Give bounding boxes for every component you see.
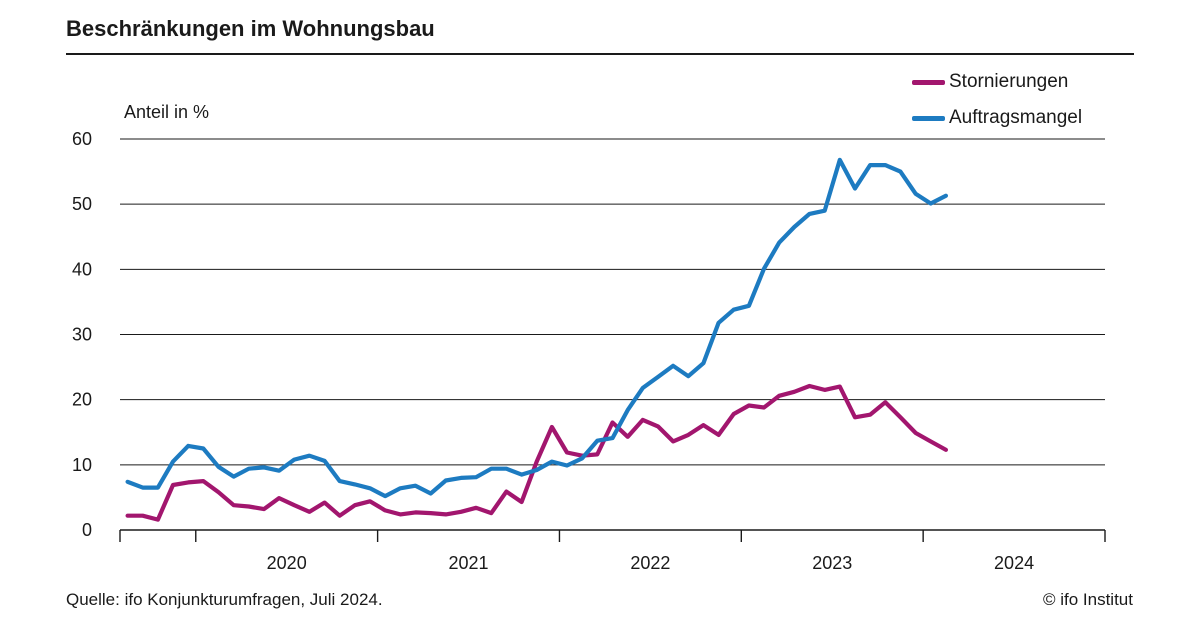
copyright-note: © ifo Institut [1042, 590, 1133, 609]
series-lines [125, 157, 949, 522]
y-tick-label: 0 [82, 520, 92, 540]
series-line-stornierungen [125, 383, 949, 522]
y-tick-label: 20 [72, 390, 92, 410]
y-tick-label: 30 [72, 325, 92, 345]
legend: Stornierungen Auftragsmangel [912, 64, 1082, 136]
x-tick-label: 2024 [994, 553, 1034, 573]
source-note: Quelle: ifo Konjunkturumfragen, Juli 202… [66, 590, 383, 609]
legend-swatch-auftragsmangel [912, 115, 945, 121]
legend-item-auftragsmangel: Auftragsmangel [912, 100, 1082, 136]
y-tick-label: 10 [72, 455, 92, 475]
title-rule [66, 53, 1134, 55]
x-tick-label: 2021 [449, 553, 489, 573]
series-line-auftragsmangel [125, 157, 949, 499]
y-tick-labels: 0 10 20 30 40 50 60 [72, 129, 92, 540]
x-tick-label: 2020 [267, 553, 307, 573]
x-tick-label: 2023 [812, 553, 852, 573]
x-axis: 2020 2021 2022 2023 2024 [119, 529, 1106, 573]
y-tick-label: 60 [72, 129, 92, 149]
y-axis-label: Anteil in % [124, 102, 210, 122]
legend-label-stornierungen: Stornierungen [949, 71, 1069, 92]
x-tick-label: 2022 [630, 553, 670, 573]
grid-lines [120, 138, 1105, 466]
legend-label-auftragsmangel: Auftragsmangel [949, 107, 1083, 128]
chart-title: Beschränkungen im Wohnungsbau [66, 16, 435, 41]
legend-swatch-stornierungen [912, 79, 945, 85]
legend-item-stornierungen: Stornierungen [912, 64, 1082, 100]
y-tick-label: 40 [72, 259, 92, 279]
y-tick-label: 50 [72, 194, 92, 214]
